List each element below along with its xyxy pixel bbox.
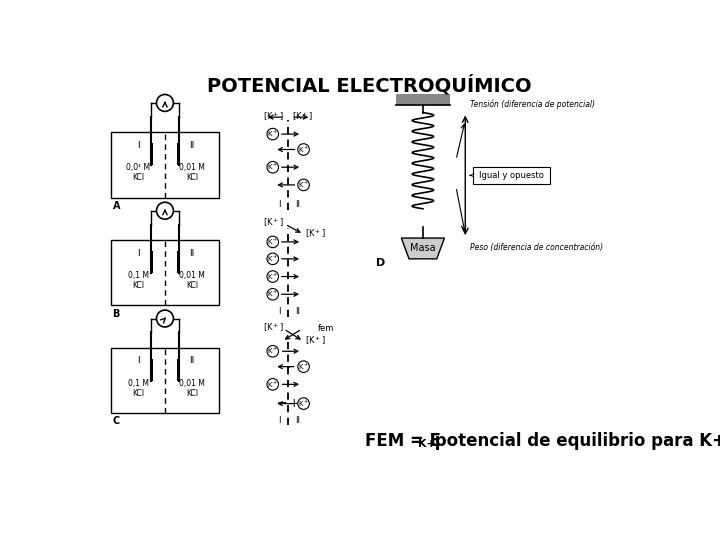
Text: 0,01 M
KCl: 0,01 M KCl: [179, 379, 204, 398]
Text: Peso (diferencia de concentración): Peso (diferencia de concentración): [470, 242, 603, 252]
Text: B: B: [112, 308, 120, 319]
Text: K+: K+: [418, 440, 436, 449]
Text: Igual y opuesto: Igual y opuesto: [479, 171, 544, 180]
Bar: [177, 143, 180, 165]
Text: FEM = E: FEM = E: [365, 431, 441, 450]
Text: potencial de equilibrio para K+: potencial de equilibrio para K+: [429, 431, 720, 450]
Text: K$^+$: K$^+$: [267, 237, 279, 247]
Text: 0,01 M
KCl: 0,01 M KCl: [179, 163, 204, 183]
Text: 0,01 M
KCl: 0,01 M KCl: [179, 271, 204, 291]
Text: +: +: [289, 397, 300, 410]
Text: [K$^+$]: [K$^+$]: [305, 334, 326, 347]
Text: K$^+$: K$^+$: [267, 272, 279, 282]
Text: −: −: [276, 397, 287, 410]
Text: K$^+$: K$^+$: [267, 289, 279, 299]
Text: [K$^+$]: [K$^+$]: [264, 322, 284, 334]
Circle shape: [267, 253, 279, 265]
Circle shape: [267, 379, 279, 390]
Text: II: II: [295, 416, 300, 425]
Text: K$^+$: K$^+$: [267, 162, 279, 172]
Bar: [111, 348, 219, 413]
Text: [K$^+$]: [K$^+$]: [264, 111, 284, 123]
Text: [K$^+$]: [K$^+$]: [264, 217, 284, 229]
Text: K$^+$: K$^+$: [267, 346, 279, 356]
Circle shape: [267, 271, 279, 282]
Circle shape: [298, 179, 310, 191]
Bar: [150, 251, 153, 273]
Text: K$^+$: K$^+$: [298, 399, 309, 409]
Circle shape: [156, 202, 174, 219]
Text: K$^+$: K$^+$: [267, 129, 279, 139]
Text: K$^+$: K$^+$: [298, 361, 309, 372]
Text: I: I: [137, 248, 139, 258]
Text: [K$^+$]: [K$^+$]: [305, 228, 326, 240]
Text: K$^+$: K$^+$: [267, 379, 279, 389]
Text: II: II: [189, 141, 194, 150]
Circle shape: [267, 129, 279, 140]
Bar: [396, 94, 450, 105]
Text: K$^+$: K$^+$: [267, 254, 279, 264]
Text: I: I: [137, 356, 139, 366]
Text: II: II: [295, 307, 300, 316]
Circle shape: [267, 288, 279, 300]
Circle shape: [267, 346, 279, 357]
Bar: [111, 240, 219, 306]
Circle shape: [298, 361, 310, 373]
Text: D: D: [376, 258, 385, 268]
Circle shape: [298, 398, 310, 409]
Text: K$^+$: K$^+$: [298, 180, 309, 190]
Text: Masa: Masa: [410, 244, 436, 253]
Circle shape: [156, 310, 174, 327]
Text: II: II: [295, 200, 300, 210]
Bar: [150, 359, 153, 381]
Bar: [111, 132, 219, 198]
Text: I: I: [137, 141, 139, 150]
Text: 0,1 M
KCl: 0,1 M KCl: [127, 379, 148, 398]
Text: 0,1 M
KCl: 0,1 M KCl: [127, 271, 148, 291]
Text: I: I: [278, 416, 280, 425]
Text: I: I: [278, 200, 280, 210]
Text: II: II: [189, 248, 194, 258]
Bar: [150, 143, 153, 165]
Text: POTENCIAL ELECTROQUÍMICO: POTENCIAL ELECTROQUÍMICO: [207, 75, 531, 95]
Circle shape: [267, 236, 279, 248]
Circle shape: [267, 161, 279, 173]
Text: 0,0¹ M
KCl: 0,0¹ M KCl: [126, 163, 150, 183]
Bar: [473, 167, 550, 184]
Bar: [177, 251, 180, 273]
Circle shape: [298, 144, 310, 156]
Text: I: I: [278, 307, 280, 316]
Polygon shape: [401, 238, 444, 259]
Text: K$^+$: K$^+$: [298, 144, 309, 154]
Circle shape: [156, 94, 174, 111]
Text: Tensión (diferencia de potencial): Tensión (diferencia de potencial): [470, 100, 595, 110]
Text: II: II: [189, 356, 194, 366]
Text: fem: fem: [318, 323, 334, 333]
Bar: [177, 359, 180, 381]
Text: [K$^+$]: [K$^+$]: [292, 111, 313, 123]
Text: C: C: [112, 416, 120, 426]
Text: A: A: [112, 201, 120, 211]
